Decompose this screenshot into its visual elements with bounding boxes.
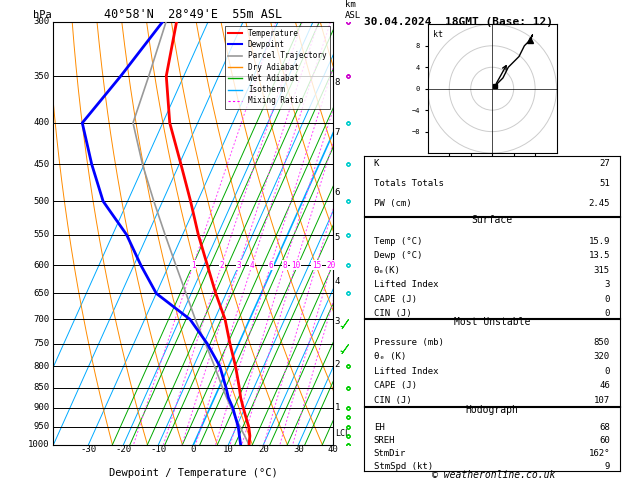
Text: -10: -10 (150, 445, 167, 454)
Text: 162°: 162° (588, 449, 610, 458)
Text: 0: 0 (191, 445, 196, 454)
Text: 9: 9 (604, 462, 610, 471)
Text: 500: 500 (33, 197, 49, 206)
Text: 800: 800 (33, 362, 49, 371)
Text: 900: 900 (33, 403, 49, 412)
Text: Pressure (mb): Pressure (mb) (374, 338, 443, 347)
Text: 3: 3 (604, 280, 610, 289)
Title: 40°58'N  28°49'E  55m ASL: 40°58'N 28°49'E 55m ASL (104, 8, 282, 21)
Text: 10: 10 (223, 445, 234, 454)
Text: CIN (J): CIN (J) (374, 309, 411, 318)
Text: 5: 5 (335, 233, 340, 242)
Text: 700: 700 (33, 315, 49, 324)
Text: 315: 315 (594, 266, 610, 275)
Text: 6: 6 (335, 188, 340, 196)
Text: 320: 320 (594, 352, 610, 362)
Legend: Temperature, Dewpoint, Parcel Trajectory, Dry Adiabat, Wet Adiabat, Isotherm, Mi: Temperature, Dewpoint, Parcel Trajectory… (225, 26, 330, 108)
Text: 0: 0 (604, 367, 610, 376)
Text: 350: 350 (33, 71, 49, 81)
Text: © weatheronline.co.uk: © weatheronline.co.uk (432, 470, 555, 480)
Text: 107: 107 (594, 396, 610, 405)
Text: 3: 3 (237, 261, 242, 270)
Text: Most Unstable: Most Unstable (454, 317, 530, 327)
Text: 2.45: 2.45 (588, 199, 610, 208)
Text: CIN (J): CIN (J) (374, 396, 411, 405)
Text: 46: 46 (599, 382, 610, 390)
Text: 20: 20 (258, 445, 269, 454)
Text: 650: 650 (33, 289, 49, 298)
Text: 4: 4 (250, 261, 254, 270)
Text: 7: 7 (335, 128, 340, 137)
Text: Dewp (°C): Dewp (°C) (374, 251, 422, 260)
Text: 13.5: 13.5 (588, 251, 610, 260)
Text: 750: 750 (33, 339, 49, 348)
Text: StmDir: StmDir (374, 449, 406, 458)
Text: hPa: hPa (33, 10, 52, 20)
Text: 1: 1 (191, 261, 196, 270)
Text: Lifted Index: Lifted Index (374, 367, 438, 376)
Text: Hodograph: Hodograph (465, 405, 518, 415)
Text: θₑ (K): θₑ (K) (374, 352, 406, 362)
Text: 300: 300 (33, 17, 49, 26)
Text: kt: kt (433, 30, 443, 39)
Text: Lifted Index: Lifted Index (374, 280, 438, 289)
Text: 68: 68 (599, 423, 610, 433)
Text: 8: 8 (335, 78, 340, 87)
Text: θₑ(K): θₑ(K) (374, 266, 401, 275)
Text: 2: 2 (335, 360, 340, 368)
Text: CAPE (J): CAPE (J) (374, 295, 417, 303)
Text: 450: 450 (33, 160, 49, 169)
Text: 950: 950 (33, 422, 49, 431)
Text: 1: 1 (335, 403, 340, 412)
Text: 15: 15 (311, 261, 321, 270)
Text: -30: -30 (81, 445, 96, 454)
Text: 0: 0 (604, 295, 610, 303)
Text: 550: 550 (33, 230, 49, 239)
Text: 8: 8 (282, 261, 287, 270)
Text: StmSpd (kt): StmSpd (kt) (374, 462, 433, 471)
Text: 400: 400 (33, 119, 49, 127)
Text: 20: 20 (326, 261, 336, 270)
Text: 850: 850 (594, 338, 610, 347)
Text: km
ASL: km ASL (345, 0, 360, 20)
Text: 600: 600 (33, 261, 49, 270)
Text: Surface: Surface (471, 215, 513, 225)
Text: -20: -20 (115, 445, 131, 454)
Text: 15.9: 15.9 (588, 237, 610, 246)
Text: 27: 27 (599, 158, 610, 168)
Text: K: K (374, 158, 379, 168)
Text: 3: 3 (335, 317, 340, 327)
Text: EH: EH (374, 423, 384, 433)
Text: PW (cm): PW (cm) (374, 199, 411, 208)
Text: 60: 60 (599, 436, 610, 445)
Text: 2: 2 (219, 261, 224, 270)
Text: Temp (°C): Temp (°C) (374, 237, 422, 246)
Text: LCL: LCL (335, 429, 350, 438)
Text: 6: 6 (269, 261, 273, 270)
Text: SREH: SREH (374, 436, 396, 445)
Text: 10: 10 (291, 261, 300, 270)
Text: Totals Totals: Totals Totals (374, 179, 443, 188)
Text: 30: 30 (293, 445, 304, 454)
Text: 850: 850 (33, 383, 49, 392)
Text: Dewpoint / Temperature (°C): Dewpoint / Temperature (°C) (109, 468, 278, 478)
Text: 30.04.2024  18GMT (Base: 12): 30.04.2024 18GMT (Base: 12) (364, 17, 552, 27)
Text: 1000: 1000 (28, 440, 49, 449)
Text: 4: 4 (335, 277, 340, 286)
Text: 0: 0 (604, 309, 610, 318)
Text: 51: 51 (599, 179, 610, 188)
Text: CAPE (J): CAPE (J) (374, 382, 417, 390)
Text: 40: 40 (328, 445, 339, 454)
